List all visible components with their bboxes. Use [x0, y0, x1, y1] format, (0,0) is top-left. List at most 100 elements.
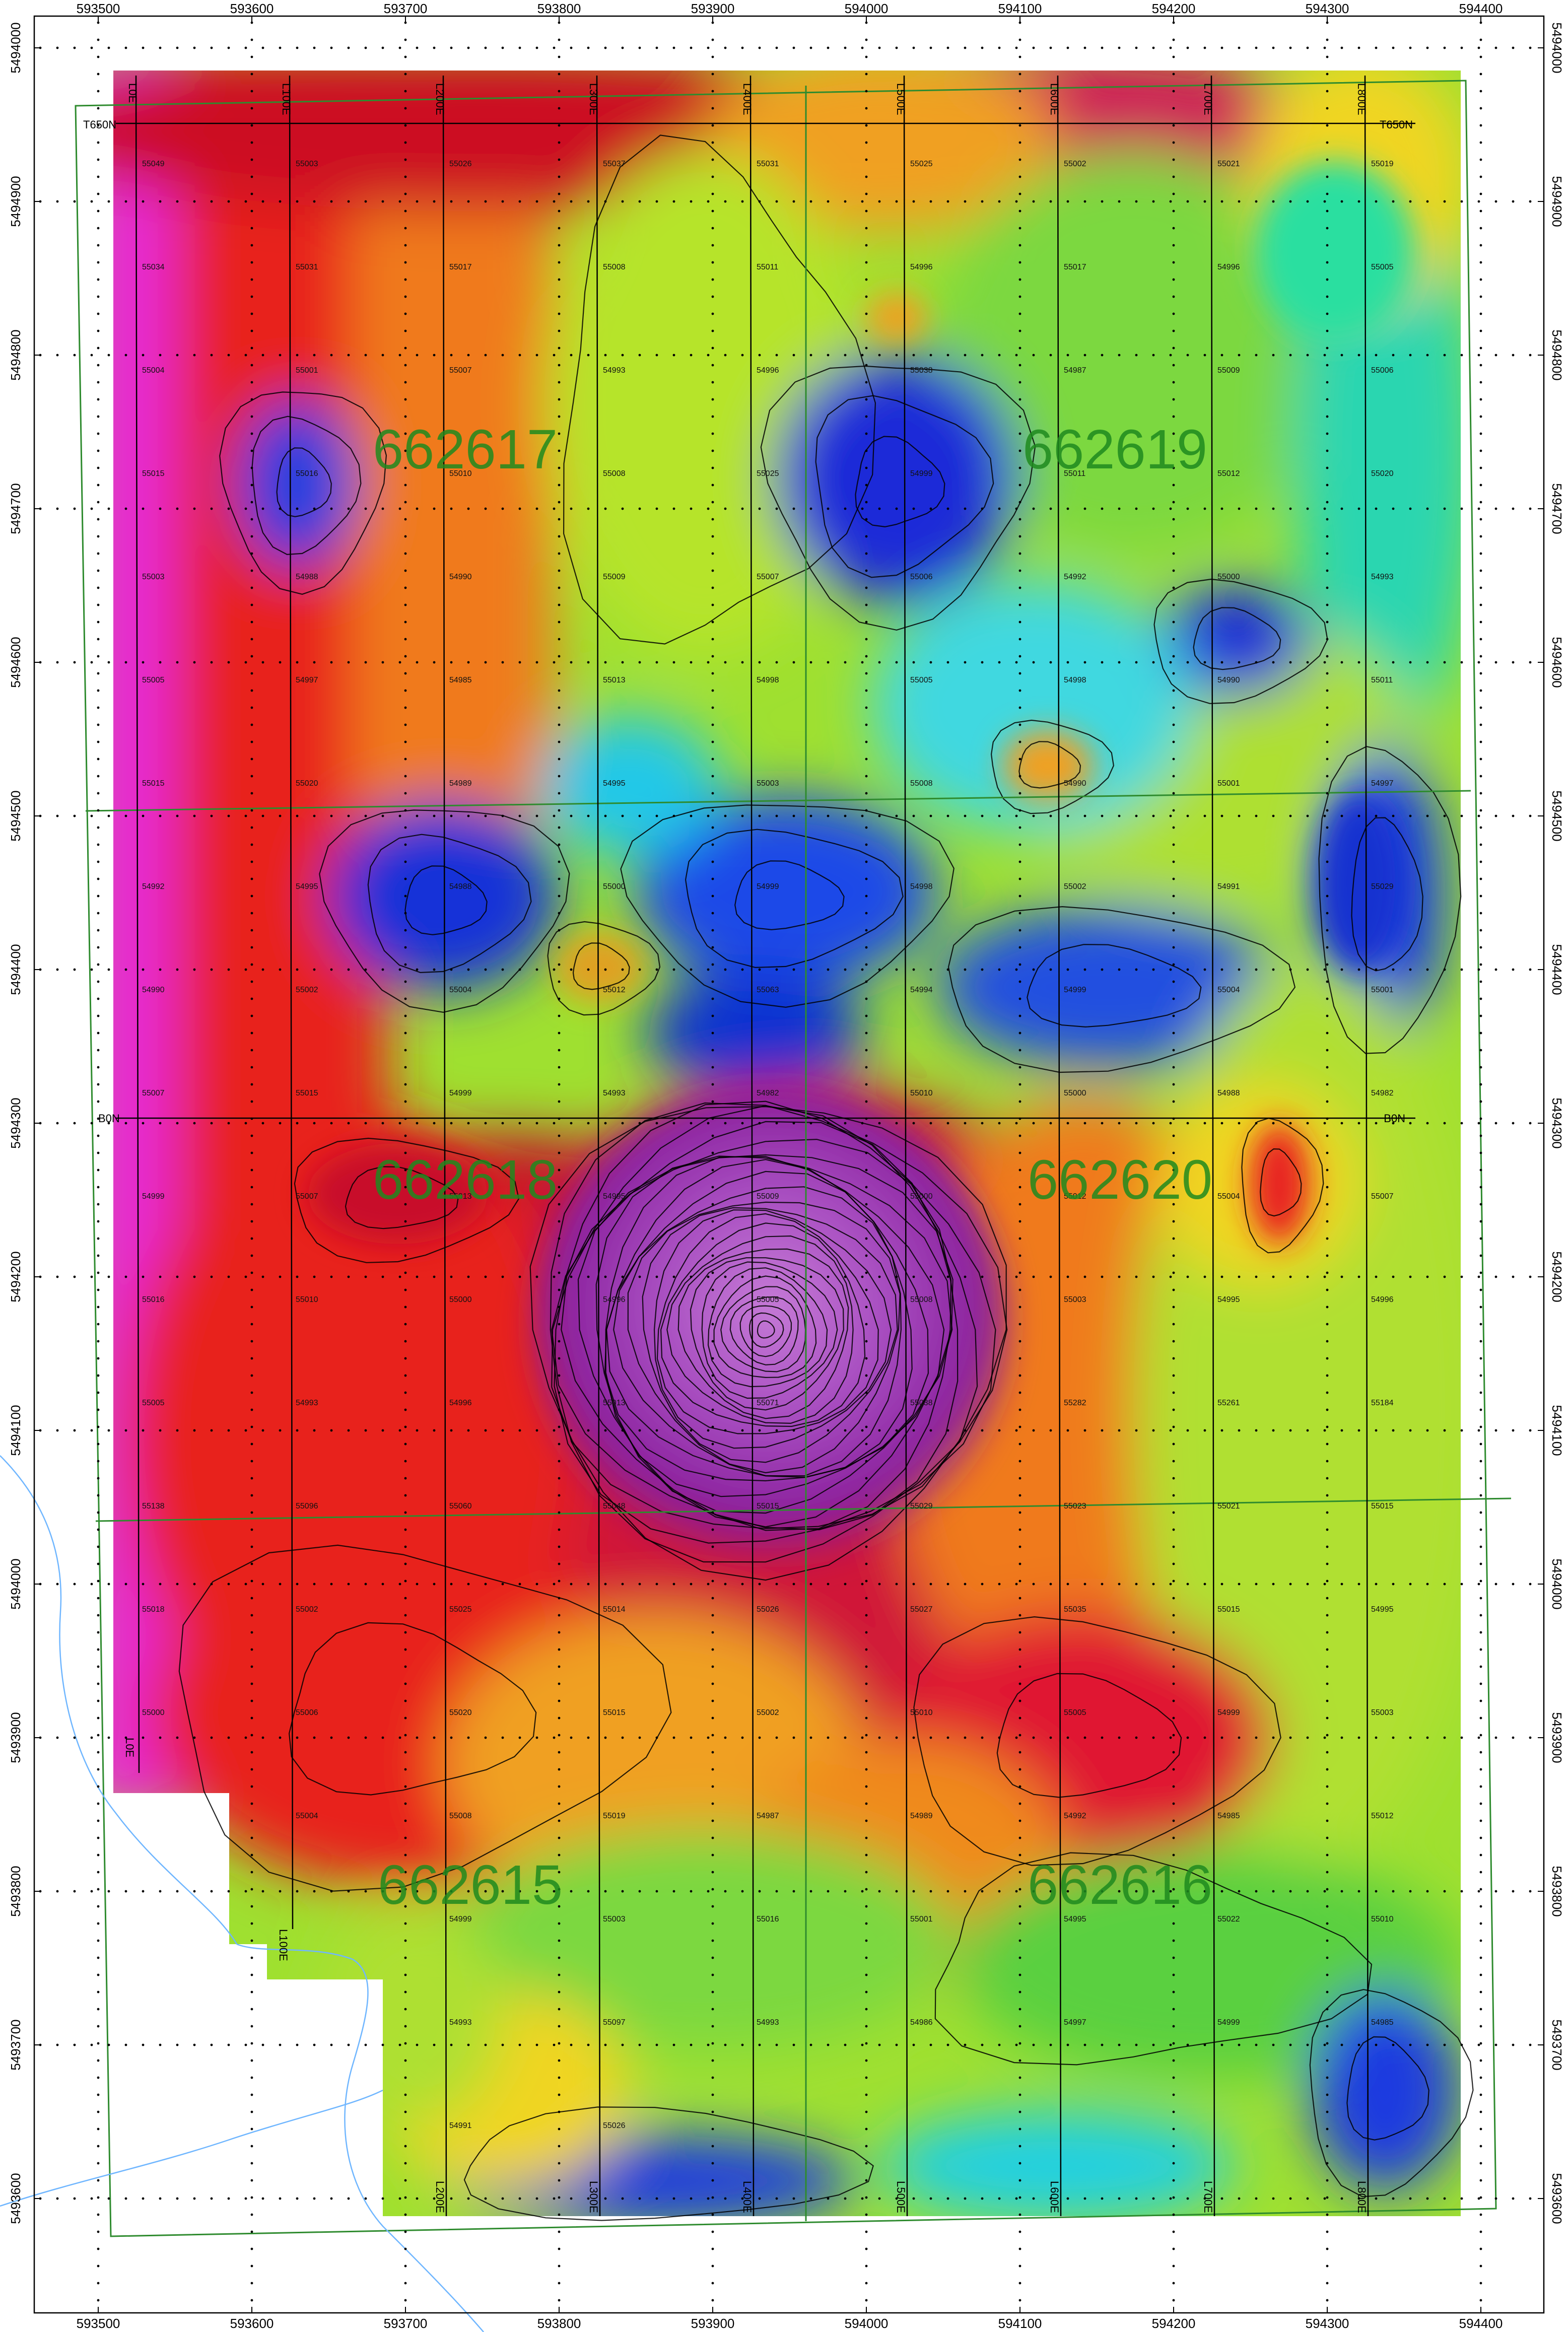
grid-dot	[1426, 200, 1429, 203]
grid-dot	[433, 1890, 436, 1893]
grid-dot	[655, 354, 658, 357]
grid-dot	[1018, 312, 1021, 315]
grid-dot	[1323, 200, 1326, 203]
northing-tick-label: 5494100	[1549, 1405, 1564, 1456]
tie-line-label: B0N	[98, 1112, 120, 1125]
grid-dot	[604, 354, 607, 357]
grid-dot	[1443, 968, 1446, 971]
contour-line	[990, 719, 1115, 814]
grid-dot	[558, 1888, 561, 1891]
grid-dot	[433, 46, 436, 49]
grid-dot	[535, 661, 538, 664]
grid-dot	[1512, 2197, 1515, 2200]
grid-dot	[711, 175, 714, 178]
grid-dot	[1326, 1631, 1329, 1634]
grid-dot	[97, 775, 100, 778]
grid-dot	[1018, 1460, 1021, 1463]
grid-dot	[690, 661, 693, 664]
grid-dot	[404, 141, 407, 144]
grid-dot	[347, 968, 350, 971]
grid-dot	[1169, 46, 1172, 49]
grid-dot	[844, 661, 847, 664]
grid-dot	[404, 809, 407, 812]
grid-dot	[1326, 946, 1329, 949]
grid-dot	[398, 814, 401, 817]
grid-dot	[1066, 2197, 1069, 2200]
grid-dot	[1032, 354, 1035, 357]
grid-dot	[1172, 2145, 1175, 2148]
grid-dot	[1172, 860, 1175, 863]
sample-value: 55005	[1371, 263, 1394, 271]
grid-dot	[1375, 1429, 1378, 1432]
grid-dot	[1326, 826, 1329, 829]
grid-dot	[711, 860, 714, 863]
grid-dot	[865, 227, 868, 230]
grid-dot	[711, 655, 714, 658]
grid-dot	[279, 968, 282, 971]
grid-dot	[404, 672, 407, 675]
grid-dot	[467, 1275, 470, 1278]
grid-dot	[865, 2008, 868, 2011]
grid-dot	[792, 2197, 795, 2200]
grid-dot	[250, 1562, 253, 1565]
grid-dot	[553, 968, 556, 971]
grid-dot	[364, 46, 367, 49]
grid-dot	[1479, 1340, 1482, 1343]
grid-dot	[1375, 814, 1378, 817]
grid-dot	[1479, 1973, 1482, 1976]
grid-dot	[1326, 1151, 1329, 1154]
grid-dot	[912, 814, 915, 817]
grid-dot	[553, 1122, 556, 1125]
grid-dot	[1018, 2179, 1021, 2182]
grid-dot	[912, 354, 915, 357]
grid-dot	[313, 354, 316, 357]
grid-dot	[711, 1973, 714, 1976]
grid-dot	[210, 200, 213, 203]
grid-dot	[878, 1429, 881, 1432]
grid-dot	[1049, 814, 1052, 817]
sample-value: 54993	[296, 1399, 318, 1407]
sample-value: 54992	[1064, 1812, 1086, 1820]
grid-dot	[865, 21, 868, 24]
grid-dot	[124, 1122, 127, 1125]
grid-dot	[261, 968, 264, 971]
grid-dot	[1479, 484, 1482, 487]
grid-dot	[553, 1429, 556, 1432]
grid-dot	[1066, 1122, 1069, 1125]
grid-dot	[404, 963, 407, 966]
grid-dot	[1443, 46, 1446, 49]
survey-line	[596, 75, 601, 2217]
grid-dot	[558, 1117, 561, 1120]
grid-dot	[1443, 1122, 1446, 1125]
grid-dot	[398, 1736, 401, 1739]
grid-dot	[1083, 2197, 1086, 2200]
grid-dot	[1479, 1854, 1482, 1857]
tie-line-label: B0N	[1384, 1112, 1405, 1125]
grid-dot	[621, 507, 624, 510]
grid-dot	[946, 200, 949, 203]
contour-line	[749, 1312, 784, 1348]
grid-dot	[741, 1122, 744, 1125]
grid-dot	[638, 1736, 641, 1739]
grid-dot	[535, 2197, 538, 2200]
grid-dot	[1326, 347, 1329, 350]
grid-dot	[655, 1275, 658, 1278]
grid-dot	[878, 1890, 881, 1893]
grid-dot	[865, 2128, 868, 2131]
sample-value: 54994	[910, 986, 933, 994]
grid-dot	[981, 1583, 984, 1586]
sample-value: 55001	[1371, 986, 1394, 994]
grid-dot	[1101, 1122, 1104, 1125]
grid-dot	[404, 2247, 407, 2250]
grid-dot	[404, 860, 407, 863]
grid-dot	[558, 1425, 561, 1428]
sample-value: 55097	[603, 2018, 626, 2027]
grid-dot	[244, 1736, 247, 1739]
grid-dot	[711, 55, 714, 58]
grid-dot	[1479, 329, 1482, 332]
grid-dot	[1326, 2196, 1329, 2199]
grid-dot	[433, 507, 436, 510]
grid-dot	[296, 2197, 299, 2200]
grid-dot	[398, 2197, 401, 2200]
easting-tick-label: 593700	[384, 2316, 428, 2331]
